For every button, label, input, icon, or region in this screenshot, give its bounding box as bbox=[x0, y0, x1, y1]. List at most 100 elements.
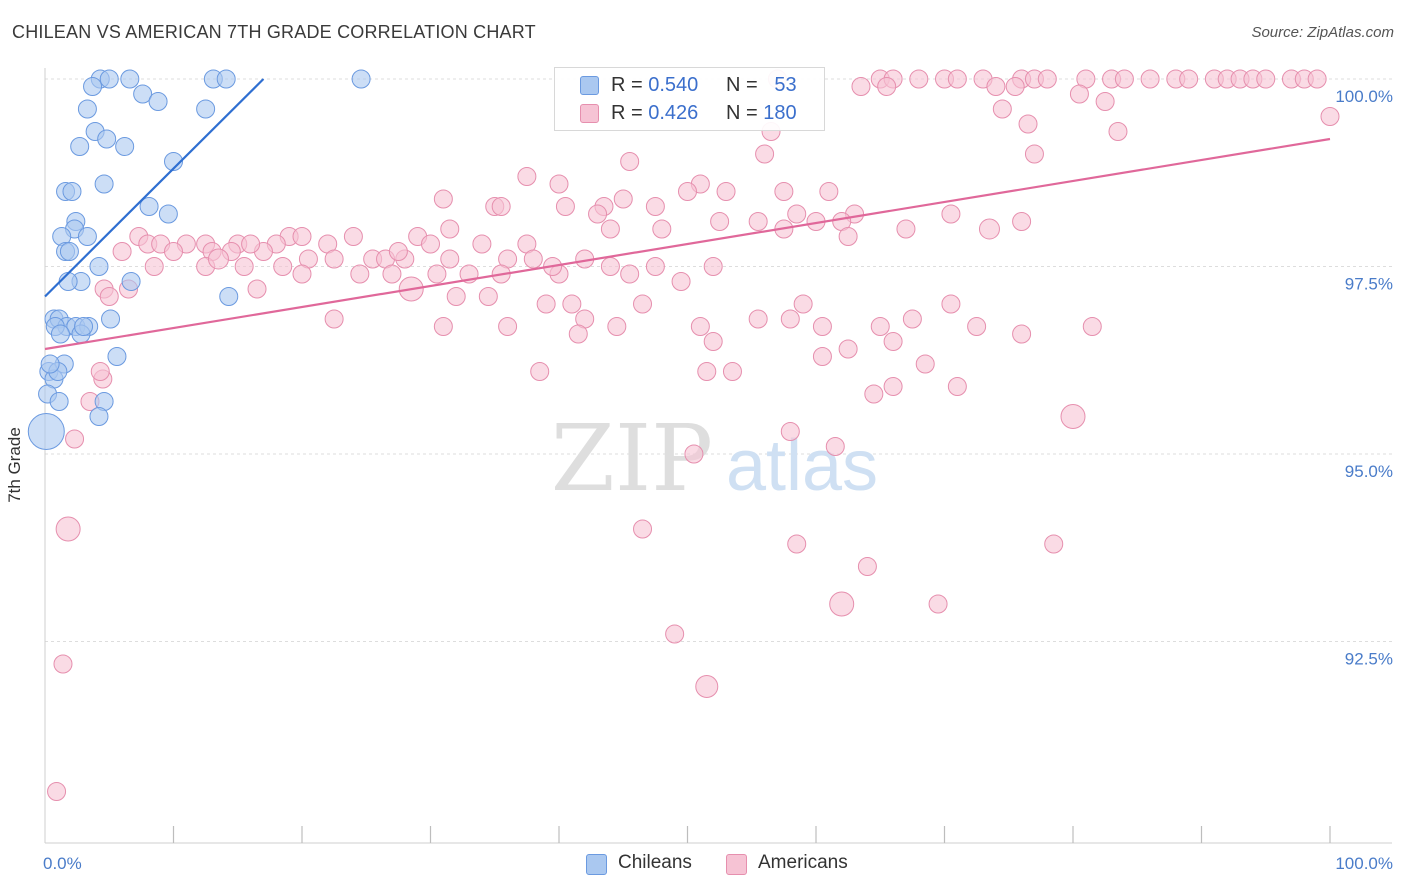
chilean-point bbox=[27, 413, 65, 450]
american-point bbox=[620, 152, 640, 171]
american-point bbox=[870, 317, 890, 336]
american-point bbox=[947, 377, 967, 396]
y-axis-label: 7th Grade bbox=[5, 427, 24, 503]
american-point bbox=[427, 264, 447, 284]
american-point bbox=[697, 362, 717, 381]
chilean-point bbox=[120, 69, 140, 89]
american-point bbox=[793, 294, 813, 314]
chilean-point bbox=[158, 204, 178, 224]
american-point bbox=[825, 437, 845, 456]
american-point bbox=[144, 257, 164, 276]
american-point bbox=[472, 234, 492, 254]
american-point bbox=[112, 242, 132, 261]
american-point bbox=[440, 249, 460, 269]
american-point bbox=[909, 69, 929, 89]
series-legend: Chileans Americans bbox=[0, 851, 1406, 879]
american-point bbox=[1108, 122, 1128, 141]
american-point bbox=[241, 234, 261, 254]
american-point bbox=[99, 287, 119, 306]
chilean-point bbox=[99, 69, 119, 89]
chilean-point bbox=[83, 77, 103, 96]
american-point bbox=[55, 516, 81, 542]
american-point bbox=[774, 182, 794, 201]
chileans-trend-line bbox=[44, 78, 265, 298]
chilean-point bbox=[59, 242, 79, 261]
chilean-point bbox=[216, 69, 236, 89]
chilean-point bbox=[40, 354, 60, 374]
american-point bbox=[710, 212, 730, 231]
american-point bbox=[716, 182, 736, 201]
chilean-point bbox=[58, 272, 78, 291]
legend-row-chileans: R = 0.540 N = 53 bbox=[555, 72, 824, 100]
american-point bbox=[600, 257, 620, 276]
american-point bbox=[234, 257, 254, 276]
american-point bbox=[1012, 324, 1032, 344]
american-point bbox=[433, 189, 453, 209]
american-point bbox=[883, 332, 903, 351]
american-point bbox=[967, 317, 987, 336]
chilean-point bbox=[62, 182, 82, 201]
american-point bbox=[530, 362, 550, 381]
american-point bbox=[819, 182, 839, 201]
chilean-point bbox=[101, 309, 121, 329]
legend-n-chileans: N = 53 bbox=[726, 74, 797, 96]
american-point bbox=[652, 219, 672, 239]
chilean-point bbox=[121, 272, 141, 291]
american-point bbox=[613, 189, 633, 209]
chilean-point bbox=[97, 129, 117, 149]
american-point bbox=[607, 317, 627, 336]
american-point bbox=[440, 219, 460, 239]
american-point bbox=[324, 249, 344, 269]
american-point bbox=[1320, 107, 1340, 126]
chilean-point bbox=[107, 347, 127, 366]
chileans-legend-swatch bbox=[586, 854, 607, 875]
american-point bbox=[665, 624, 685, 644]
legend-n-americans: N = 180 bbox=[726, 102, 797, 124]
chart-source: Source: ZipAtlas.com bbox=[1251, 24, 1394, 41]
american-point bbox=[90, 362, 110, 381]
american-point bbox=[902, 309, 922, 329]
american-point bbox=[1095, 92, 1115, 111]
american-point bbox=[851, 77, 871, 96]
american-point bbox=[1114, 69, 1134, 89]
american-point bbox=[690, 317, 710, 336]
american-point bbox=[292, 264, 312, 284]
chilean-point bbox=[77, 227, 97, 246]
chileans-points bbox=[27, 69, 371, 450]
chilean-point bbox=[50, 324, 70, 344]
y-tick-label: 97.5% bbox=[1345, 275, 1393, 294]
american-point bbox=[896, 219, 916, 239]
chilean-point bbox=[351, 69, 371, 89]
american-point bbox=[941, 204, 961, 224]
chilean-point bbox=[164, 152, 183, 171]
american-point bbox=[1082, 317, 1102, 336]
chilean-point bbox=[219, 287, 239, 306]
american-point bbox=[780, 422, 800, 441]
american-point bbox=[992, 99, 1012, 119]
legend-r-chileans: R = 0.540 bbox=[611, 74, 699, 96]
americans-legend-label: Americans bbox=[758, 852, 848, 873]
american-point bbox=[748, 212, 768, 231]
american-point bbox=[164, 242, 183, 261]
legend-r-americans: R = 0.426 bbox=[611, 102, 699, 124]
american-point bbox=[978, 218, 1000, 240]
chilean-point bbox=[74, 317, 94, 336]
american-point bbox=[568, 324, 588, 344]
american-point bbox=[755, 144, 775, 164]
trend-lines bbox=[44, 78, 1331, 351]
american-point bbox=[588, 204, 608, 224]
chart-title: CHILEAN VS AMERICAN 7TH GRADE CORRELATIO… bbox=[12, 22, 536, 42]
american-point bbox=[517, 167, 537, 186]
american-point bbox=[65, 429, 85, 449]
american-point bbox=[722, 362, 742, 381]
american-point bbox=[324, 309, 344, 329]
chilean-point bbox=[133, 84, 153, 104]
chilean-point bbox=[148, 92, 168, 111]
american-point bbox=[812, 347, 832, 366]
american-point bbox=[915, 354, 935, 374]
y-tick-label: 100.0% bbox=[1335, 87, 1393, 106]
american-point bbox=[645, 197, 665, 216]
american-point bbox=[1069, 84, 1089, 104]
american-point bbox=[1307, 69, 1327, 89]
